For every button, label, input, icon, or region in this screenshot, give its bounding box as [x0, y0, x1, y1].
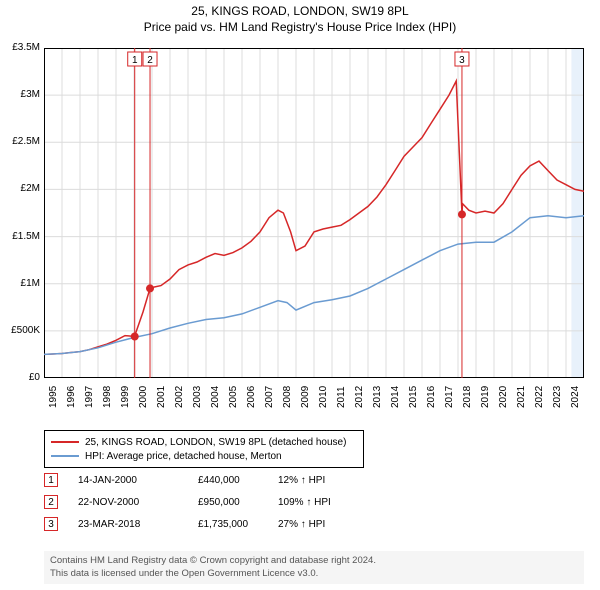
- xtick-label: 2004: [210, 386, 221, 408]
- svg-text:3: 3: [459, 55, 465, 66]
- legend-label: 25, KINGS ROAD, LONDON, SW19 8PL (detach…: [85, 437, 346, 448]
- legend-box: 25, KINGS ROAD, LONDON, SW19 8PL (detach…: [44, 430, 364, 468]
- ytick-label: £0: [0, 372, 40, 383]
- chart-svg: 12 3: [44, 48, 584, 378]
- xtick-label: 1999: [120, 386, 131, 408]
- sale-pct: 109% ↑ HPI: [278, 497, 378, 508]
- xtick-label: 2017: [444, 386, 455, 408]
- sale-marker-box: 1: [44, 473, 58, 487]
- xtick-label: 2008: [282, 386, 293, 408]
- xtick-label: 2000: [138, 386, 149, 408]
- ytick-label: £2M: [0, 183, 40, 194]
- xtick-label: 2018: [462, 386, 473, 408]
- ytick-label: £2.5M: [0, 136, 40, 147]
- sale-row: 3 23-MAR-2018£1,735,00027% ↑ HPI: [44, 516, 464, 532]
- xtick-label: 1998: [102, 386, 113, 408]
- title-block: 25, KINGS ROAD, LONDON, SW19 8PL Price p…: [0, 0, 600, 34]
- ytick-label: £3.5M: [0, 42, 40, 53]
- sale-marker-box: 3: [44, 517, 58, 531]
- sale-pct: 12% ↑ HPI: [278, 475, 378, 486]
- footer-attribution: Contains HM Land Registry data © Crown c…: [44, 551, 584, 584]
- sale-marker-box: 2: [44, 495, 58, 509]
- xtick-label: 2010: [318, 386, 329, 408]
- sale-date: 22-NOV-2000: [78, 497, 198, 508]
- svg-text:2: 2: [147, 55, 153, 66]
- xtick-label: 2015: [408, 386, 419, 408]
- xtick-label: 2016: [426, 386, 437, 408]
- xtick-label: 2014: [390, 386, 401, 408]
- xtick-label: 2009: [300, 386, 311, 408]
- legend-item: HPI: Average price, detached house, Mert…: [51, 449, 357, 463]
- sale-pct: 27% ↑ HPI: [278, 519, 378, 530]
- callout-marker-2: 2: [143, 52, 157, 66]
- legend-label: HPI: Average price, detached house, Mert…: [85, 451, 282, 462]
- xtick-label: 2013: [372, 386, 383, 408]
- ytick-label: £1M: [0, 278, 40, 289]
- footer-line1: Contains HM Land Registry data © Crown c…: [50, 555, 578, 567]
- sale-date: 14-JAN-2000: [78, 475, 198, 486]
- xtick-label: 2002: [174, 386, 185, 408]
- callout-marker-1: 1: [128, 52, 142, 66]
- footer-line2: This data is licensed under the Open Gov…: [50, 568, 578, 580]
- xtick-label: 1996: [66, 386, 77, 408]
- sale-row: 1 14-JAN-2000£440,00012% ↑ HPI: [44, 472, 464, 488]
- xtick-label: 2001: [156, 386, 167, 408]
- xtick-label: 2021: [516, 386, 527, 408]
- sale-date: 23-MAR-2018: [78, 519, 198, 530]
- xtick-label: 1997: [84, 386, 95, 408]
- xtick-label: 2023: [552, 386, 563, 408]
- chart-title-address: 25, KINGS ROAD, LONDON, SW19 8PL: [0, 4, 600, 18]
- xaxis-labels: 1995 1996 1997 1998 1999 2000 2001 2002 2003 2004…: [44, 378, 584, 423]
- chart-area: 12 3: [44, 48, 584, 378]
- xtick-label: 2011: [336, 386, 347, 408]
- xtick-label: 2007: [264, 386, 275, 408]
- legend-item: 25, KINGS ROAD, LONDON, SW19 8PL (detach…: [51, 435, 357, 449]
- legend-swatch: [51, 441, 79, 443]
- xtick-label: 2024: [570, 386, 581, 408]
- ytick-label: £500K: [0, 325, 40, 336]
- page: 25, KINGS ROAD, LONDON, SW19 8PL Price p…: [0, 0, 600, 590]
- sale-row: 2 22-NOV-2000£950,000109% ↑ HPI: [44, 494, 464, 510]
- ytick-label: £3M: [0, 89, 40, 100]
- ytick-label: £1.5M: [0, 231, 40, 242]
- xtick-label: 2003: [192, 386, 203, 408]
- sale-price: £1,735,000: [198, 519, 278, 530]
- xtick-label: 2020: [498, 386, 509, 408]
- callout-marker-3: 3: [455, 52, 469, 66]
- legend-swatch: [51, 455, 79, 457]
- xtick-label: 2012: [354, 386, 365, 408]
- xtick-label: 2019: [480, 386, 491, 408]
- xtick-label: 1995: [48, 386, 59, 408]
- chart-title-subtitle: Price paid vs. HM Land Registry's House …: [0, 20, 600, 34]
- sale-price: £440,000: [198, 475, 278, 486]
- sale-price: £950,000: [198, 497, 278, 508]
- xtick-label: 2006: [246, 386, 257, 408]
- svg-text:1: 1: [132, 55, 138, 66]
- xtick-label: 2005: [228, 386, 239, 408]
- xtick-label: 2022: [534, 386, 545, 408]
